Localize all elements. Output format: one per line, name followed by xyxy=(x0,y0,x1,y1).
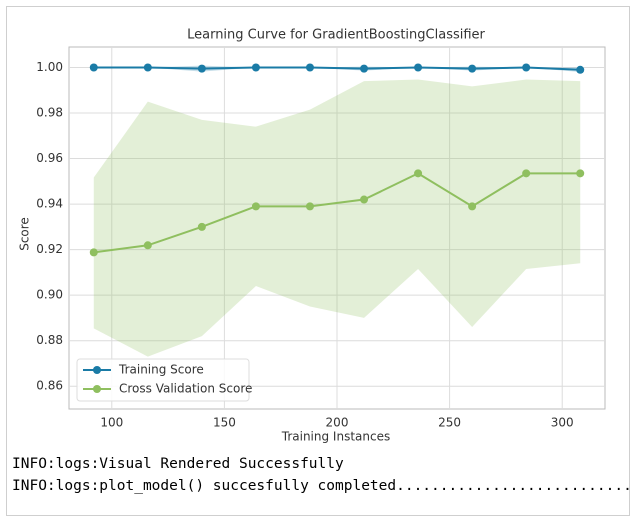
score-point xyxy=(251,63,260,72)
legend-marker xyxy=(93,366,101,374)
score-point xyxy=(576,169,585,178)
legend-label: Training Score xyxy=(118,363,204,377)
score-point xyxy=(522,63,531,72)
score-point xyxy=(305,63,314,72)
score-line xyxy=(93,172,581,254)
y-tick-label: 0.90 xyxy=(36,288,63,302)
x-tick-label: 100 xyxy=(100,416,123,430)
score-point xyxy=(89,248,98,257)
legend-box xyxy=(76,358,250,402)
score-point xyxy=(468,64,477,73)
legend-label: Cross Validation Score xyxy=(119,382,252,396)
score-point xyxy=(143,63,152,72)
score-line xyxy=(93,66,581,71)
x-tick-label: 250 xyxy=(438,416,461,430)
output-cell: Learning Curve for GradientBoostingClass… xyxy=(6,6,630,516)
log-line: INFO:logs:plot_model() succesfully compl… xyxy=(12,478,629,494)
y-tick-label: 0.96 xyxy=(36,151,63,165)
x-tick-label: 200 xyxy=(326,416,349,430)
y-tick-label: 0.86 xyxy=(36,379,63,393)
x-tick-label: 150 xyxy=(213,416,236,430)
x-tick-label: 300 xyxy=(551,416,574,430)
chart-title: Learning Curve for GradientBoostingClass… xyxy=(187,28,485,43)
score-point xyxy=(522,169,531,178)
y-axis-label: Score xyxy=(18,217,32,251)
console-output: INFO:logs:Visual Rendered Successfully IN… xyxy=(12,453,629,497)
score-point xyxy=(576,65,585,74)
score-point xyxy=(197,222,206,231)
score-point xyxy=(414,169,423,178)
y-tick-label: 0.98 xyxy=(36,106,63,120)
x-axis-label: Training Instances xyxy=(281,430,390,444)
score-point xyxy=(251,202,260,211)
score-point xyxy=(414,63,423,72)
score-point xyxy=(360,195,369,204)
score-point xyxy=(305,202,314,211)
score-point xyxy=(360,64,369,73)
score-point xyxy=(197,64,206,73)
y-tick-label: 0.88 xyxy=(36,333,63,347)
chart: Learning Curve for GradientBoostingClass… xyxy=(18,28,606,444)
legend-marker xyxy=(93,385,101,393)
y-tick-label: 0.94 xyxy=(36,197,63,211)
score-point xyxy=(143,241,152,250)
log-line: INFO:logs:Visual Rendered Successfully xyxy=(12,456,344,472)
score-band xyxy=(93,79,581,357)
y-tick-label: 1.00 xyxy=(36,60,63,74)
y-tick-label: 0.92 xyxy=(36,242,63,256)
score-point xyxy=(468,202,477,211)
score-point xyxy=(89,63,98,72)
